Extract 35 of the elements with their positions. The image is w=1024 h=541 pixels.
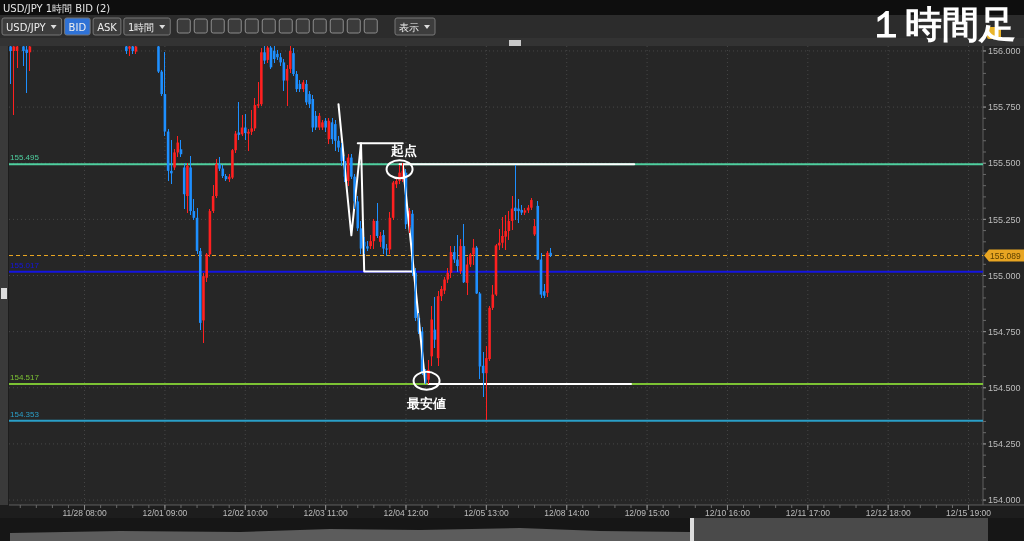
y-tick-label: 155.500 bbox=[988, 158, 1021, 169]
x-tick-label: 12/04 12:00 bbox=[383, 508, 429, 518]
x-tick-label: 12/08 14:00 bbox=[544, 508, 590, 518]
y-tick-label: 154.500 bbox=[988, 382, 1021, 393]
y-tick-label: 155.750 bbox=[988, 102, 1021, 113]
x-tick-label: 12/02 10:00 bbox=[222, 508, 268, 518]
x-tick-label: 12/01 09:00 bbox=[142, 508, 188, 518]
x-tick-label: 12/10 16:00 bbox=[704, 508, 751, 518]
ref-line-label: 154.353 bbox=[10, 409, 40, 419]
y-tick-label: 154.250 bbox=[988, 439, 1021, 450]
text: 1時間 bbox=[127, 21, 155, 33]
x-tick-label: 12/12 18:00 bbox=[865, 508, 911, 518]
y-tick-label: 155.000 bbox=[988, 270, 1021, 281]
ref-line-label: 155.089 bbox=[990, 250, 1021, 261]
ref-line-label: 155.495 bbox=[10, 153, 40, 163]
text: USD/JPY bbox=[6, 21, 47, 33]
x-tick-label: 12/09 15:00 bbox=[624, 508, 670, 518]
text: ASK bbox=[97, 21, 118, 33]
chart-title: １時間足 bbox=[868, 3, 1016, 46]
x-tick-label: 11/28 08:00 bbox=[62, 508, 107, 518]
x-tick-label: 12/03 11:00 bbox=[303, 508, 349, 518]
y-tick-label: 154.750 bbox=[988, 326, 1021, 337]
x-tick-label: 12/05 13:00 bbox=[463, 508, 510, 518]
chart-subtitle: USD/JPY 1時間 BID (2) bbox=[3, 2, 111, 14]
ref-line-label: 155.017 bbox=[10, 260, 40, 270]
ref-line-label: 154.517 bbox=[10, 372, 40, 382]
text: 表示 bbox=[399, 21, 419, 33]
x-tick-label: 12/11 17:00 bbox=[785, 508, 831, 518]
y-tick-label: 154.000 bbox=[988, 495, 1021, 506]
y-tick-label: 155.250 bbox=[988, 214, 1021, 225]
annotation: 最安値 bbox=[406, 395, 447, 411]
y-tick-label: 156.000 bbox=[988, 46, 1021, 57]
x-tick-label: 12/15 19:00 bbox=[946, 508, 992, 518]
annotation: 起点 bbox=[389, 143, 417, 159]
text: BID bbox=[68, 21, 87, 33]
